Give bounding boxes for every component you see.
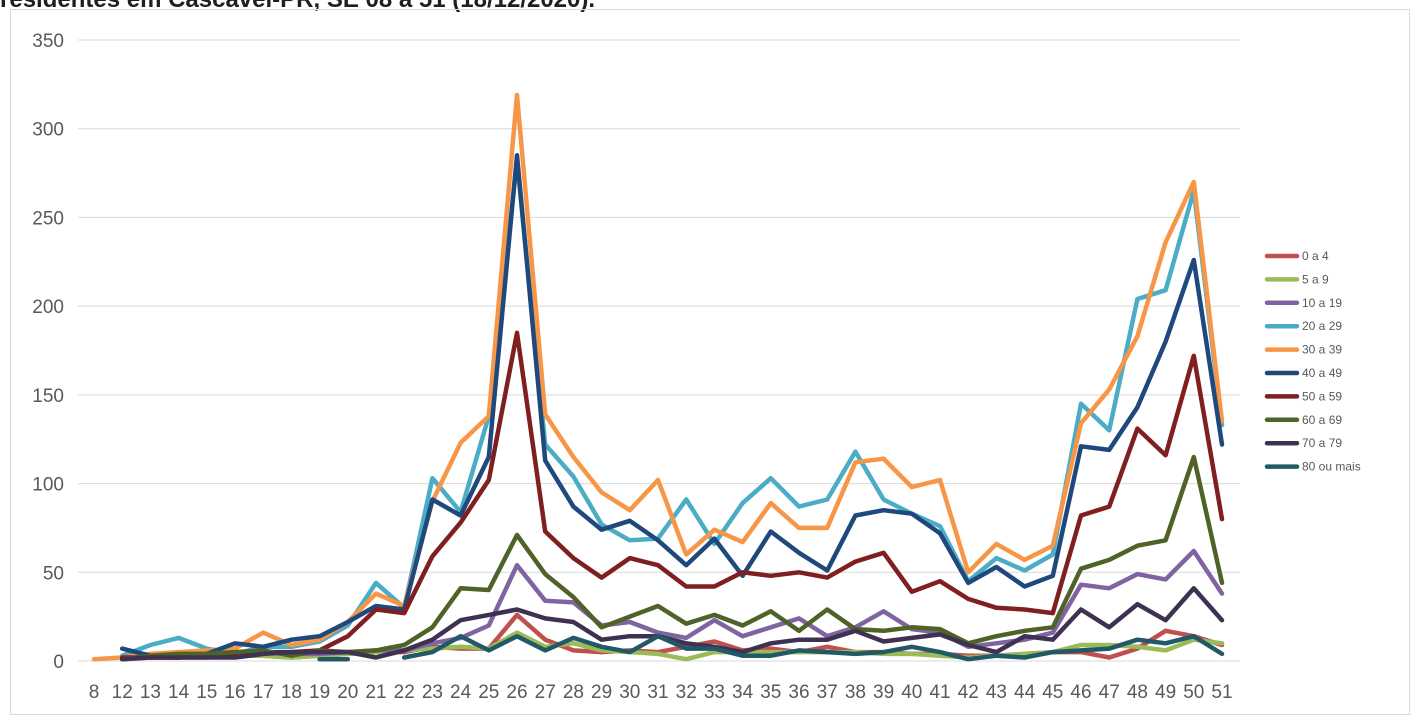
y-tick-label: 0 — [53, 652, 64, 673]
legend-label: 40 a 49 — [1302, 366, 1342, 380]
x-tick-label: 42 — [958, 682, 979, 703]
x-tick-label: 48 — [1127, 682, 1148, 703]
x-tick-label: 38 — [845, 682, 866, 703]
x-tick-label: 24 — [450, 682, 472, 703]
x-tick-label: 45 — [1042, 682, 1063, 703]
x-tick-label: 34 — [732, 682, 754, 703]
x-tick-label: 18 — [281, 682, 302, 703]
x-tick-label: 50 — [1183, 682, 1204, 703]
legend-label: 5 a 9 — [1302, 272, 1329, 286]
series-line-5 — [119, 153, 1225, 660]
x-tick-label: 31 — [647, 682, 668, 703]
y-tick-label: 350 — [32, 31, 64, 52]
x-tick-label: 25 — [478, 682, 499, 703]
x-tick-label: 14 — [168, 682, 190, 703]
x-tick-label: 19 — [309, 682, 330, 703]
y-axis-ticks: 0 50 100 150 200 250 300 350 — [32, 31, 64, 673]
x-tick-label: 36 — [788, 682, 809, 703]
x-tick-label: 41 — [929, 682, 950, 703]
x-tick-label: 28 — [563, 682, 584, 703]
series-lines — [91, 92, 1225, 662]
y-tick-label: 200 — [32, 297, 64, 318]
y-tick-label: 50 — [43, 563, 64, 584]
x-tick-label: 12 — [112, 682, 133, 703]
legend-label: 70 a 79 — [1302, 436, 1342, 450]
x-tick-label: 51 — [1211, 682, 1232, 703]
x-tick-label: 33 — [704, 682, 725, 703]
x-tick-label: 40 — [901, 682, 922, 703]
y-tick-label: 150 — [32, 386, 64, 407]
x-tick-label: 35 — [760, 682, 781, 703]
x-tick-label: 43 — [986, 682, 1007, 703]
y-tick-label: 250 — [32, 208, 64, 229]
series-line-8 — [119, 586, 1225, 662]
legend-label: 0 a 4 — [1302, 249, 1329, 263]
series-line-9 — [317, 633, 1225, 662]
series-line-6 — [119, 330, 1225, 660]
x-tick-label: 49 — [1155, 682, 1176, 703]
series-line-3 — [119, 158, 1225, 658]
y-tick-label: 300 — [32, 120, 64, 141]
x-tick-label: 26 — [506, 682, 527, 703]
legend-label: 10 a 19 — [1302, 296, 1342, 310]
legend-label: 50 a 59 — [1302, 389, 1342, 403]
x-tick-label: 44 — [1014, 682, 1036, 703]
x-tick-label: 16 — [224, 682, 245, 703]
x-tick-label: 37 — [817, 682, 838, 703]
x-tick-label: 32 — [676, 682, 697, 703]
x-tick-label: 47 — [1099, 682, 1120, 703]
x-tick-label: 22 — [394, 682, 415, 703]
x-tick-label: 30 — [619, 682, 640, 703]
x-tick-label: 39 — [873, 682, 894, 703]
legend-label: 60 a 69 — [1302, 413, 1342, 427]
x-tick-label: 20 — [337, 682, 358, 703]
legend: 0 a 4 5 a 9 10 a 19 20 a 29 30 a 39 40 a 49 50… — [1264, 249, 1361, 474]
x-tick-label: 23 — [422, 682, 443, 703]
x-tick-label: 46 — [1070, 682, 1091, 703]
x-tick-label: 8 — [89, 682, 100, 703]
x-tick-label: 21 — [365, 682, 386, 703]
legend-label: 20 a 29 — [1302, 319, 1342, 333]
x-axis-ticks: 8 12 13 14 15 16 17 18 19 20 21 22 23 24 25 26 27 28 29 30 3… — [89, 682, 1233, 703]
y-tick-label: 100 — [32, 475, 64, 496]
legend-label: 80 ou mais — [1302, 460, 1361, 474]
x-tick-label: 17 — [253, 682, 274, 703]
x-tick-label: 13 — [140, 682, 161, 703]
x-tick-label: 29 — [591, 682, 612, 703]
x-tick-label: 15 — [196, 682, 217, 703]
legend-label: 30 a 39 — [1302, 343, 1342, 357]
x-tick-label: 27 — [535, 682, 556, 703]
